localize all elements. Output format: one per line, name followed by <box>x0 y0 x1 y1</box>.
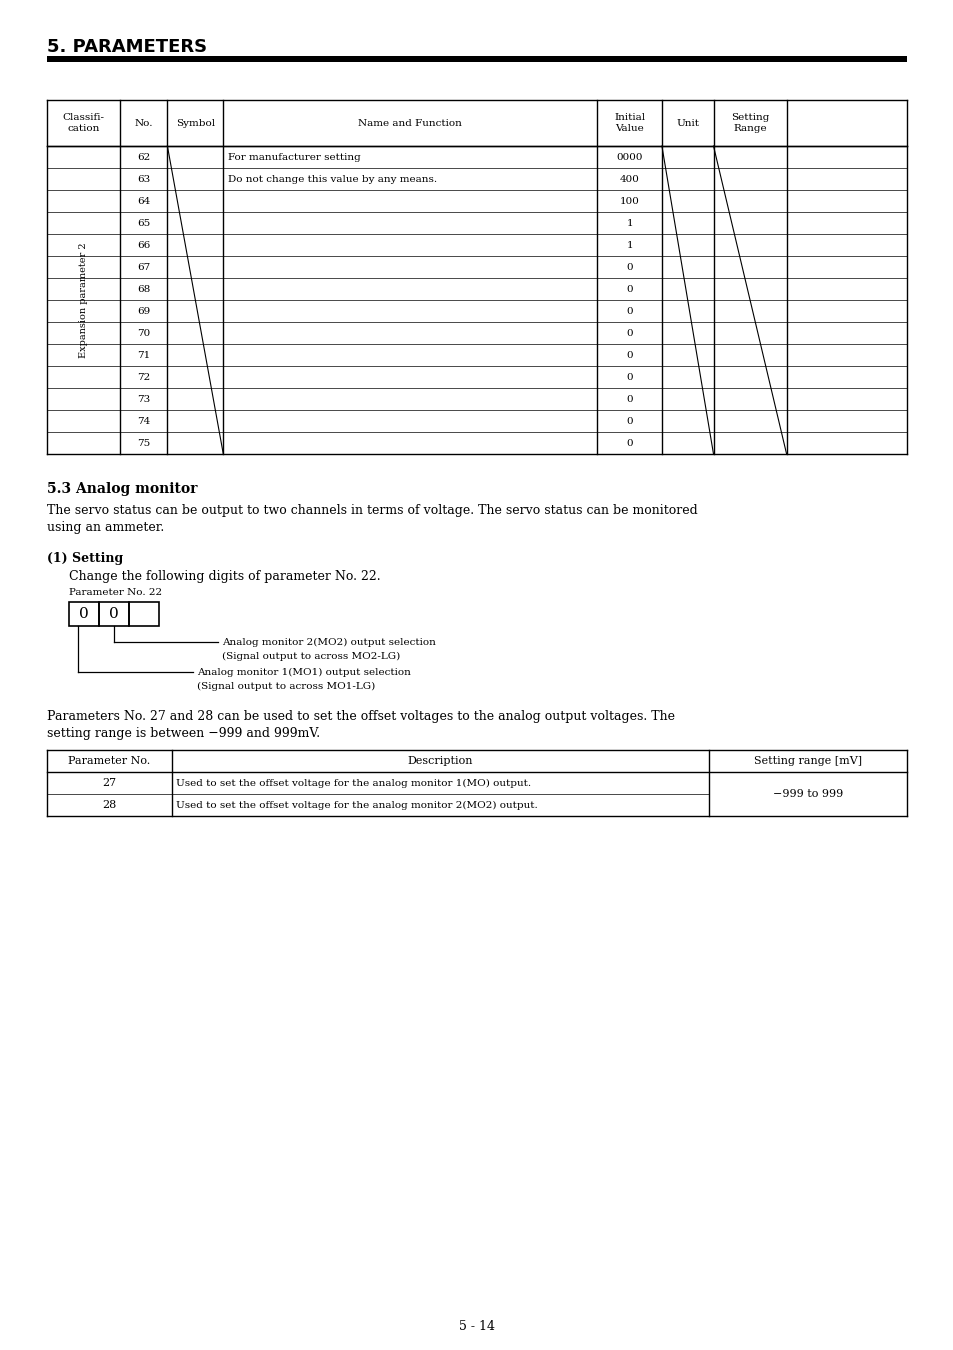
Text: 0: 0 <box>626 439 632 447</box>
Text: 0: 0 <box>626 417 632 425</box>
Text: 28: 28 <box>102 801 116 810</box>
Text: No.: No. <box>134 119 152 127</box>
Text: Analog monitor 2(MO2) output selection: Analog monitor 2(MO2) output selection <box>222 639 436 647</box>
Text: 0: 0 <box>626 262 632 271</box>
Text: Initial
Value: Initial Value <box>614 113 644 134</box>
Text: 73: 73 <box>137 394 151 404</box>
Text: Used to set the offset voltage for the analog monitor 2(MO2) output.: Used to set the offset voltage for the a… <box>175 801 537 810</box>
Text: 400: 400 <box>619 174 639 184</box>
Text: −999 to 999: −999 to 999 <box>772 788 842 799</box>
Text: 74: 74 <box>137 417 151 425</box>
Text: 0: 0 <box>626 394 632 404</box>
Text: 0000: 0000 <box>616 153 642 162</box>
Text: 68: 68 <box>137 285 151 293</box>
Text: 0: 0 <box>79 608 89 621</box>
Text: Parameter No.: Parameter No. <box>69 756 151 765</box>
Text: Change the following digits of parameter No. 22.: Change the following digits of parameter… <box>69 570 380 583</box>
Text: 0: 0 <box>626 285 632 293</box>
Text: 71: 71 <box>137 351 151 359</box>
Text: 63: 63 <box>137 174 151 184</box>
Text: 1: 1 <box>626 240 632 250</box>
Text: Name and Function: Name and Function <box>358 119 462 127</box>
Text: Expansion parameter 2: Expansion parameter 2 <box>79 242 88 358</box>
Text: 0: 0 <box>109 608 119 621</box>
Text: Do not change this value by any means.: Do not change this value by any means. <box>228 174 437 184</box>
Text: Description: Description <box>407 756 473 765</box>
Text: (1) Setting: (1) Setting <box>47 552 123 566</box>
Text: 100: 100 <box>619 197 639 205</box>
Text: 64: 64 <box>137 197 151 205</box>
Text: Parameters No. 27 and 28 can be used to set the offset voltages to the analog ou: Parameters No. 27 and 28 can be used to … <box>47 710 675 724</box>
Text: 5.3 Analog monitor: 5.3 Analog monitor <box>47 482 197 495</box>
Bar <box>99 602 129 626</box>
Text: (Signal output to across MO2-LG): (Signal output to across MO2-LG) <box>222 652 400 662</box>
Text: 72: 72 <box>137 373 151 382</box>
Text: 65: 65 <box>137 219 151 228</box>
Bar <box>129 602 159 626</box>
Text: Classifi-
cation: Classifi- cation <box>63 113 105 134</box>
Text: 27: 27 <box>102 778 116 788</box>
Text: For manufacturer setting: For manufacturer setting <box>228 153 360 162</box>
Text: Symbol: Symbol <box>175 119 214 127</box>
Text: Unit: Unit <box>676 119 699 127</box>
Text: Parameter No. 22: Parameter No. 22 <box>69 589 162 597</box>
Text: Analog monitor 1(MO1) output selection: Analog monitor 1(MO1) output selection <box>196 668 411 678</box>
Text: 5 - 14: 5 - 14 <box>458 1320 495 1332</box>
Text: 0: 0 <box>626 306 632 316</box>
Text: Used to set the offset voltage for the analog monitor 1(MO) output.: Used to set the offset voltage for the a… <box>175 779 530 787</box>
Text: 67: 67 <box>137 262 151 271</box>
Text: Setting
Range: Setting Range <box>730 113 768 134</box>
Text: 0: 0 <box>626 351 632 359</box>
Text: 0: 0 <box>626 373 632 382</box>
Text: 62: 62 <box>137 153 151 162</box>
Text: setting range is between −999 and 999mV.: setting range is between −999 and 999mV. <box>47 728 320 740</box>
Text: using an ammeter.: using an ammeter. <box>47 521 164 535</box>
Text: 75: 75 <box>137 439 151 447</box>
Text: 69: 69 <box>137 306 151 316</box>
Text: 1: 1 <box>626 219 632 228</box>
Text: The servo status can be output to two channels in terms of voltage. The servo st: The servo status can be output to two ch… <box>47 504 697 517</box>
Text: 66: 66 <box>137 240 151 250</box>
Text: Setting range [mV]: Setting range [mV] <box>753 756 862 765</box>
Text: 5. PARAMETERS: 5. PARAMETERS <box>47 38 207 55</box>
Text: 70: 70 <box>137 328 151 338</box>
Text: (Signal output to across MO1-LG): (Signal output to across MO1-LG) <box>196 682 375 691</box>
Text: 0: 0 <box>626 328 632 338</box>
Bar <box>47 55 906 62</box>
Bar <box>69 602 99 626</box>
